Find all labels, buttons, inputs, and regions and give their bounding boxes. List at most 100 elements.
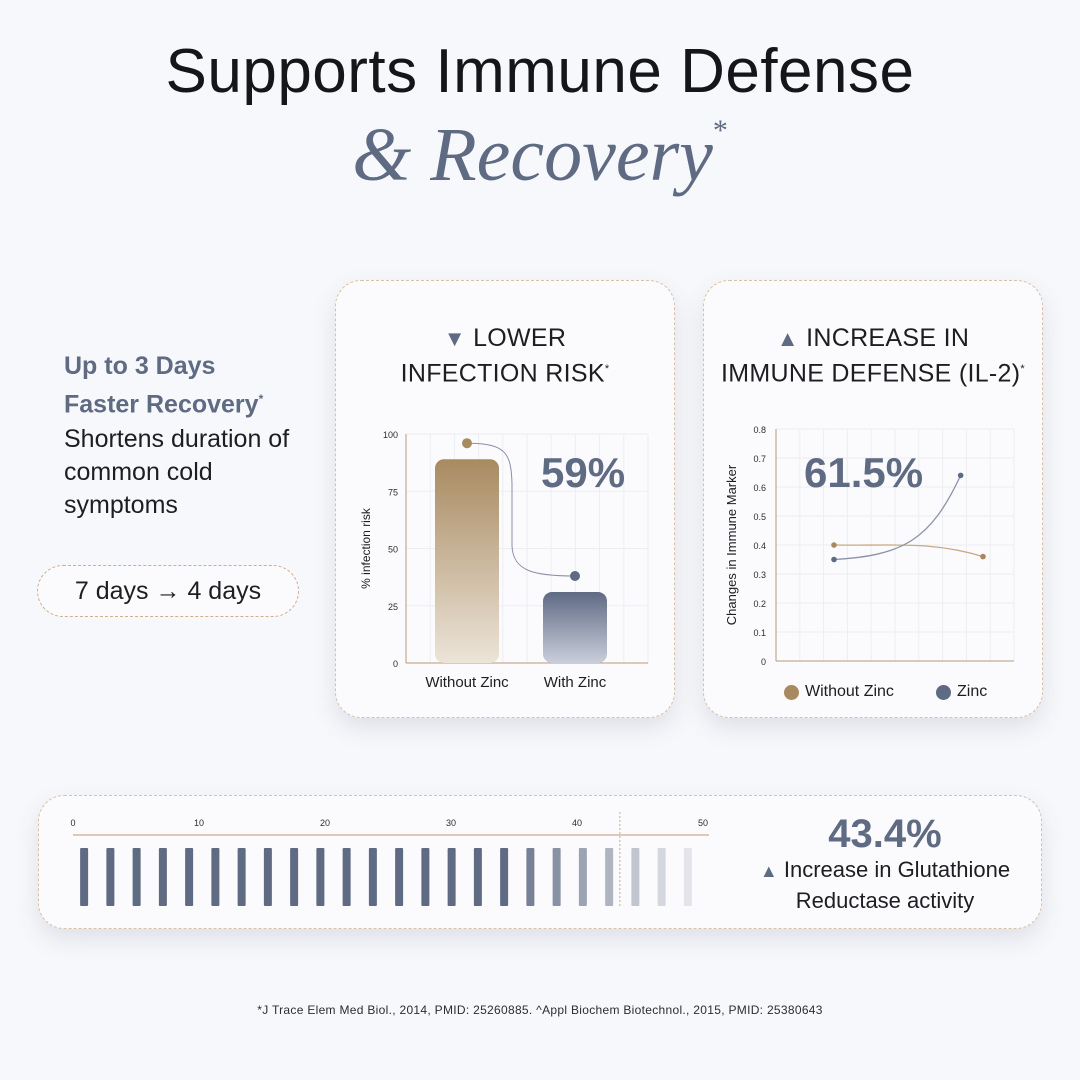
y-tick-label: 0 [393,659,398,669]
immune-defense-title: ▲ INCREASE IN IMMUNE DEFENSE (IL-2)* [704,323,1042,388]
scale-bar [683,848,692,906]
immune-defense-stat: 61.5% [804,449,924,496]
glutathione-card: 0 10 20 30 40 50 [38,795,1042,929]
scale-bar [211,848,220,906]
recovery-headline: Up to 3 Days Faster Recovery* [64,350,324,421]
infection-risk-chart: 0 25 50 75 100 % infection risk Without Zinc Wi… [359,430,649,691]
y-tick-label: 50 [388,545,398,555]
legend-zinc-label: Zinc [957,683,988,700]
scale-bar [80,848,89,906]
y-tick-label: 0.4 [753,541,766,551]
y-tick-label: 0.3 [753,570,766,580]
scale-bar [500,848,509,906]
recovery-headline-mark: * [258,392,264,406]
legend-without-zinc-label: Without Zinc [805,683,894,700]
scale-bar [158,848,167,906]
scale-bar [368,848,377,906]
x-tick-label: 30 [446,818,456,828]
bar-without-zinc [435,459,499,663]
y-tick-label: 25 [388,602,398,612]
scale-bar [526,848,535,906]
y-tick-label: 75 [388,487,398,497]
point-zinc-start [831,556,837,563]
y-tick-label: 100 [383,430,398,440]
y-tick-label: 0.6 [753,483,766,493]
x-tick-label: 10 [194,818,204,828]
bar-with-zinc [543,592,607,663]
line-zinc [833,475,962,561]
infection-risk-card: ▼ LOWER INFECTION RISK* 0 25 50 75 100 % infe… [335,280,675,718]
recovery-headline-line1: Up to 3 Days [64,352,216,380]
scale-bar [473,848,482,906]
infection-risk-title: ▼ LOWER INFECTION RISK* [336,323,674,388]
triangle-up-icon: ▲ [776,326,799,351]
immune-defense-title-mark: * [1020,363,1025,375]
y-axis-label: Changes in Immune Marker [724,464,739,625]
immune-defense-title-line1: INCREASE IN [806,324,970,352]
recovery-days-pill: 7 days → 4 days [37,565,299,617]
glutathione-bar-scale: 0 10 20 30 40 50 [70,812,709,908]
triangle-up-icon: ▲ [759,861,778,881]
legend-zinc-swatch [936,684,951,700]
y-tick-label: 0.1 [753,628,766,638]
y-tick-label: 0.8 [753,425,766,435]
scale-bar [578,848,587,906]
immune-defense-card: ▲ INCREASE IN IMMUNE DEFENSE (IL-2)* 0 0.… [703,280,1043,718]
scale-bar [237,848,246,906]
y-axis-label: % infection risk [359,507,373,589]
scale-bar [421,848,430,906]
line-without-zinc [833,544,984,558]
y-tick-label: 0.5 [753,512,766,522]
marker-dot-without-zinc [462,438,472,449]
x-tick-label: 50 [698,818,708,828]
scale-bar [605,848,614,906]
immune-defense-title-line2: IMMUNE DEFENSE (IL-2) [721,359,1021,388]
scale-bar [552,848,561,906]
subtitle-mark: * [712,113,728,147]
glutathione-description: ▲ Increase in Glutathione Reductase acti… [735,855,1035,916]
scale-bar [447,848,456,906]
subtitle-text: & Recovery [352,113,713,197]
connector-line [466,442,576,577]
recovery-description: Shortens duration of common cold symptom… [64,425,290,520]
legend-without-zinc-swatch [784,684,799,700]
scale-bar [316,848,325,906]
recovery-headline-line2: Faster Recovery [64,390,259,419]
scale-bar [290,848,299,906]
infection-risk-title-mark: * [604,363,610,375]
immune-defense-chart: 0 0.1 0.2 0.3 0.4 0.5 0.6 0.7 0.8 Changes in Immu… [724,425,1015,667]
scale-bar [263,848,272,906]
glutathione-line1: Increase in Glutathione [783,857,1011,882]
legend-without-zinc: Without Zinc [784,683,894,701]
scale-bar [132,848,141,906]
page-subtitle: & Recovery* [0,112,1080,199]
x-tick-label: Without Zinc [425,674,509,691]
infection-risk-title-line2: INFECTION RISK [400,359,605,388]
x-tick-label: 40 [572,818,582,828]
y-tick-label: 0 [761,657,766,667]
point-without-zinc-start [831,542,837,548]
page-title: Supports Immune Defense [165,37,915,106]
recovery-block: Up to 3 Days Faster Recovery* Shortens d… [64,350,324,522]
scale-bar [106,848,115,906]
point-zinc-end [957,472,964,479]
glutathione-stat: 43.4% [828,812,942,856]
x-tick-label: 20 [320,818,330,828]
scale-bar [631,848,640,906]
scale-bar [395,848,404,906]
marker-dot-with-zinc [570,571,580,582]
triangle-down-icon: ▼ [443,326,466,351]
legend-zinc: Zinc [936,683,987,701]
infection-risk-stat: 59% [541,449,626,496]
y-tick-label: 0.7 [753,454,766,464]
x-tick-label: With Zinc [544,674,607,691]
point-without-zinc-end [980,553,986,560]
y-tick-label: 0.2 [753,599,766,609]
glutathione-line2: Reductase activity [795,888,975,913]
x-tick-label: 0 [70,818,75,828]
scale-bar [657,848,666,906]
scale-bar [342,848,351,906]
footnote: *J Trace Elem Med Biol., 2014, PMID: 252… [257,1003,823,1017]
scale-bar [185,848,194,906]
infection-risk-title-line1: LOWER [473,324,567,352]
